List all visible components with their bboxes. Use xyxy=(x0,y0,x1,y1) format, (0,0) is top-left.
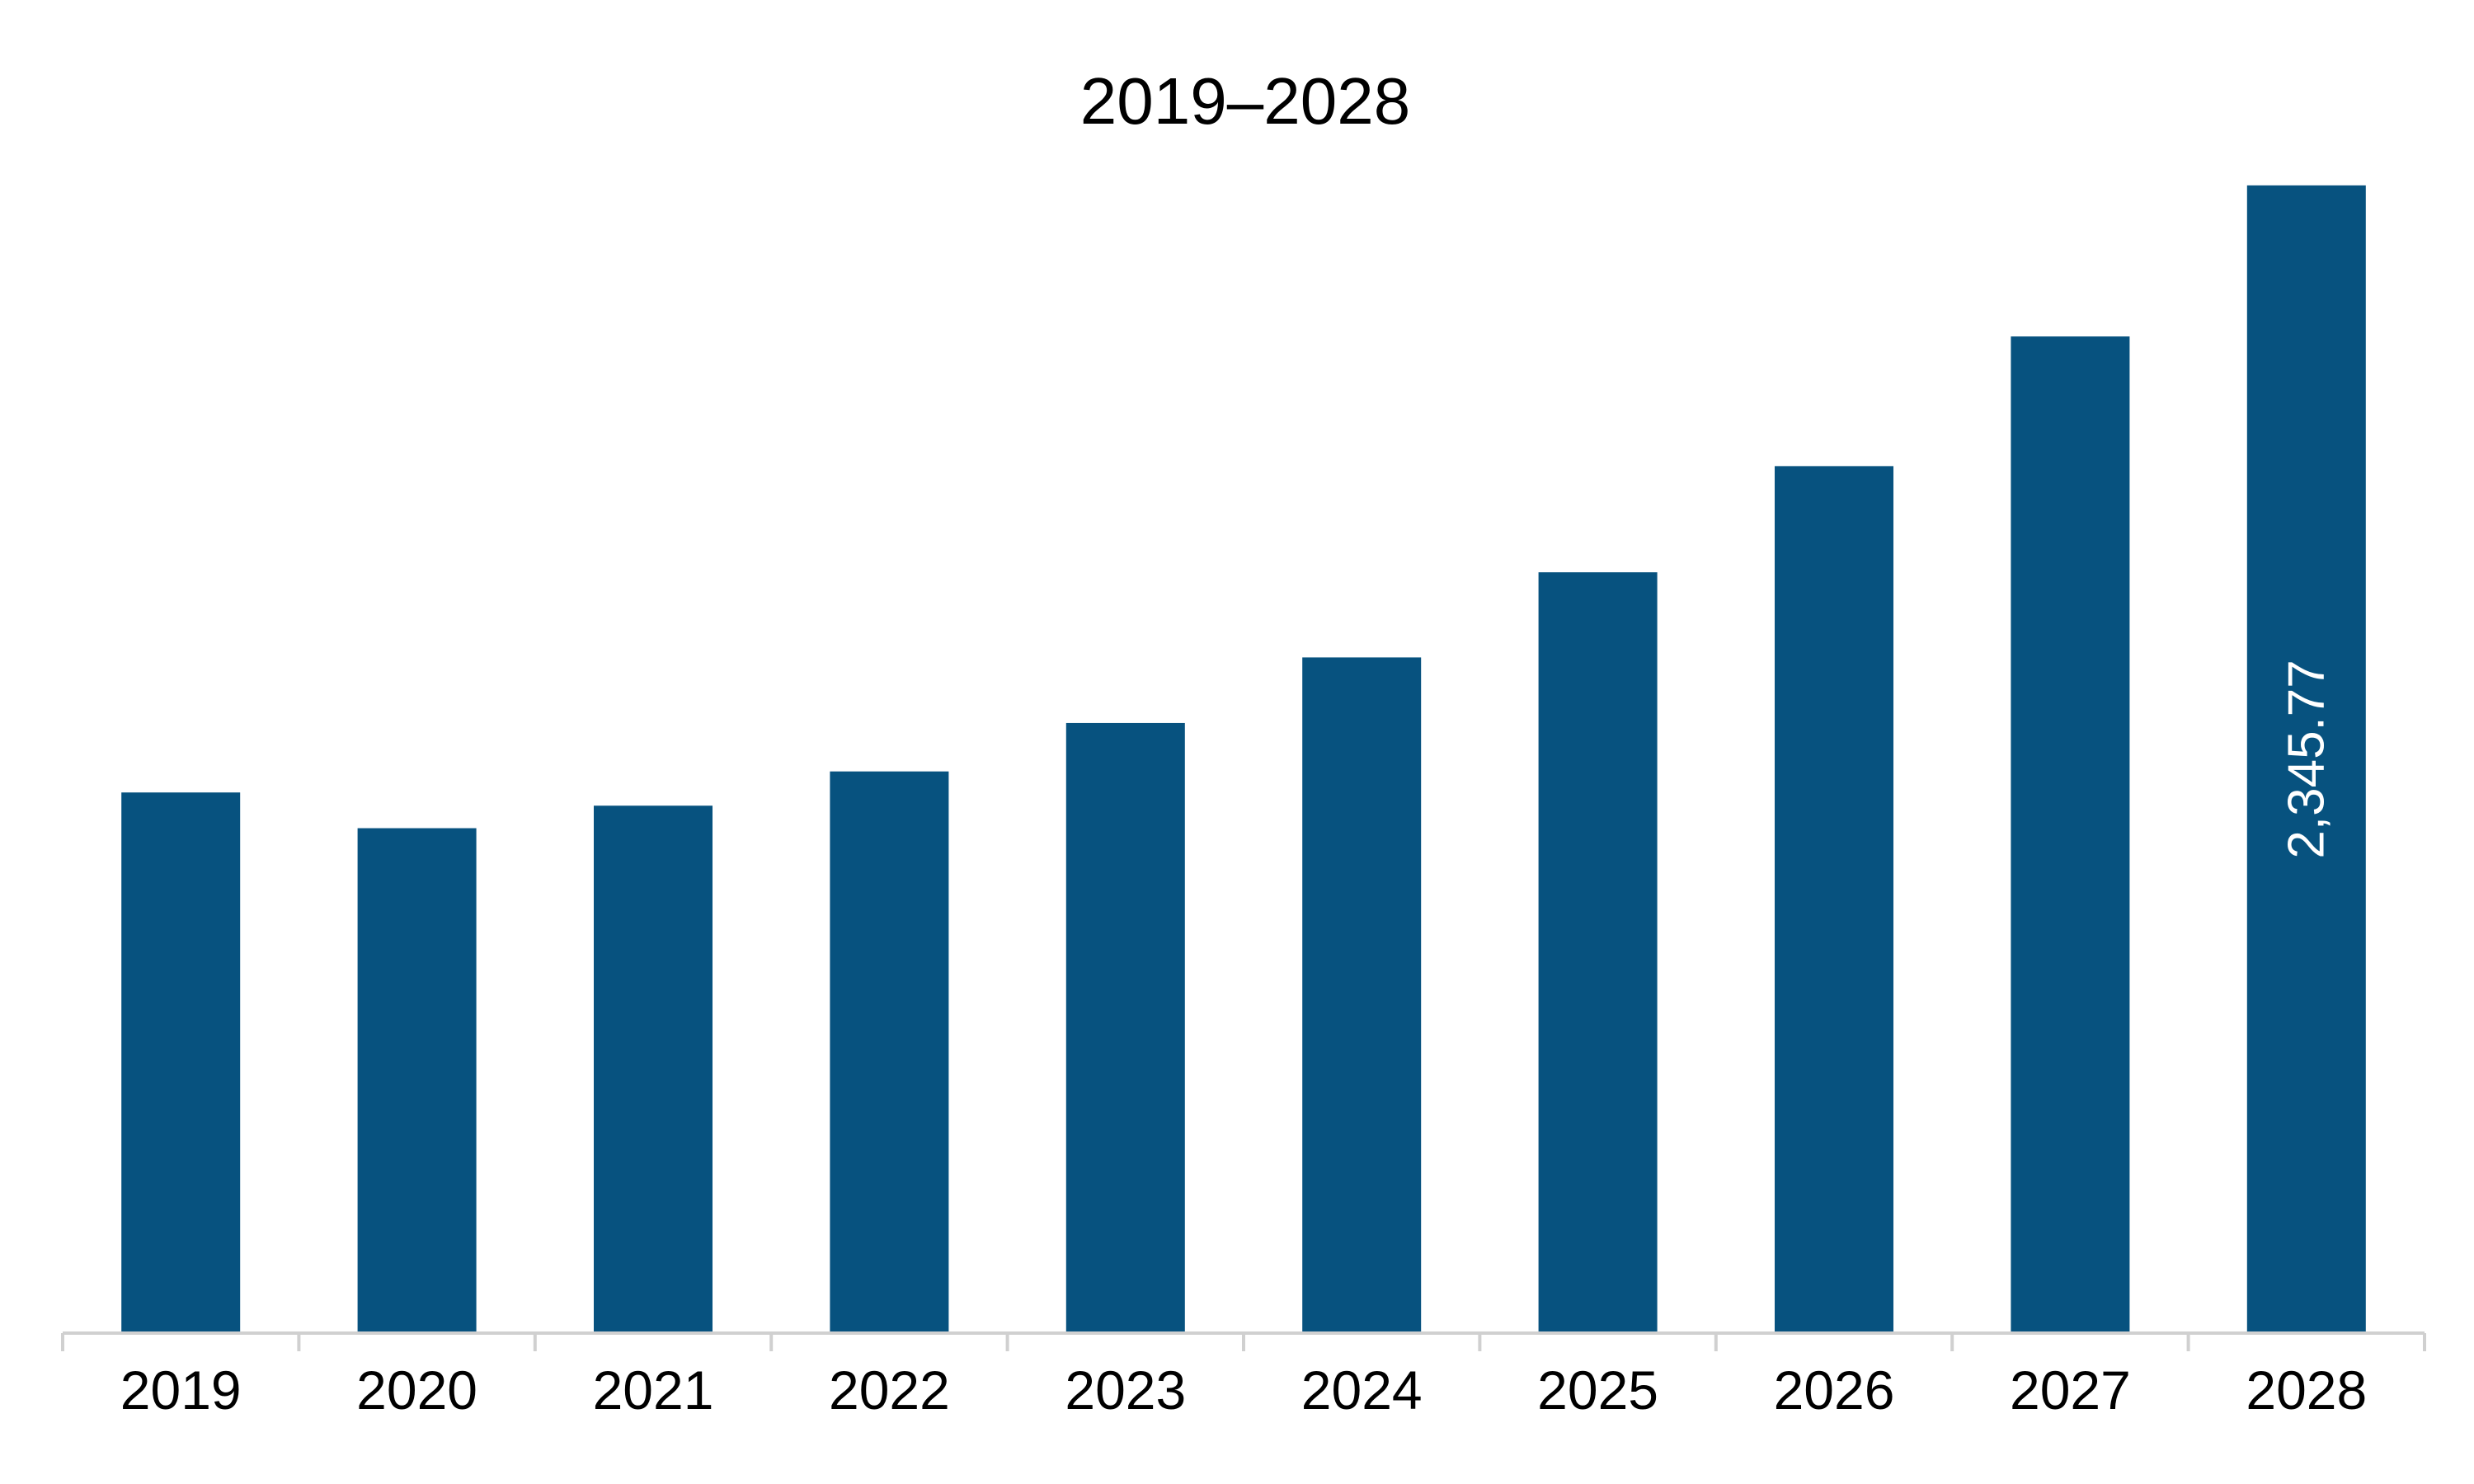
bar-2027 xyxy=(2011,336,2130,1334)
data-labels: 2,345.77 xyxy=(2278,660,2335,858)
x-tick-label-2026: 2026 xyxy=(1774,1360,1895,1421)
bar-2026 xyxy=(1775,466,1893,1333)
x-tick-label-2019: 2019 xyxy=(120,1360,242,1421)
bar-series xyxy=(121,185,2366,1334)
x-axis: 2019 2020 2021 2022 2023 2024 2025 2026 2027 2028 xyxy=(61,1331,2426,1421)
bar-2022 xyxy=(830,771,949,1333)
bar-2021 xyxy=(594,805,713,1333)
bar-2025 xyxy=(1538,572,1658,1333)
x-tick-label-2022: 2022 xyxy=(829,1360,950,1421)
x-tick-label-2027: 2027 xyxy=(2010,1360,2131,1421)
x-tick-label-2024: 2024 xyxy=(1301,1360,1423,1421)
data-label-2028: 2,345.77 xyxy=(2278,660,2335,858)
bar-2024 xyxy=(1302,657,1422,1333)
bar-2023 xyxy=(1065,722,1185,1333)
chart-title: 2019–2028 xyxy=(1080,64,1410,138)
x-tick-label-2023: 2023 xyxy=(1065,1360,1186,1421)
x-tick-label-2025: 2025 xyxy=(1537,1360,1658,1421)
bar-2019 xyxy=(121,792,241,1333)
x-tick-label-2020: 2020 xyxy=(356,1360,477,1421)
x-tick-label-2021: 2021 xyxy=(593,1360,714,1421)
bar-2028 xyxy=(2246,185,2366,1334)
bar-2020 xyxy=(357,828,477,1333)
x-tick-label-2028: 2028 xyxy=(2246,1360,2367,1421)
